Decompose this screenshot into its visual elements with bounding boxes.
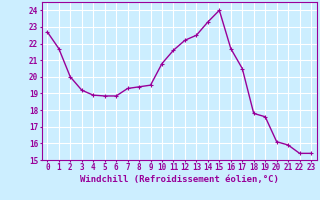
X-axis label: Windchill (Refroidissement éolien,°C): Windchill (Refroidissement éolien,°C): [80, 175, 279, 184]
